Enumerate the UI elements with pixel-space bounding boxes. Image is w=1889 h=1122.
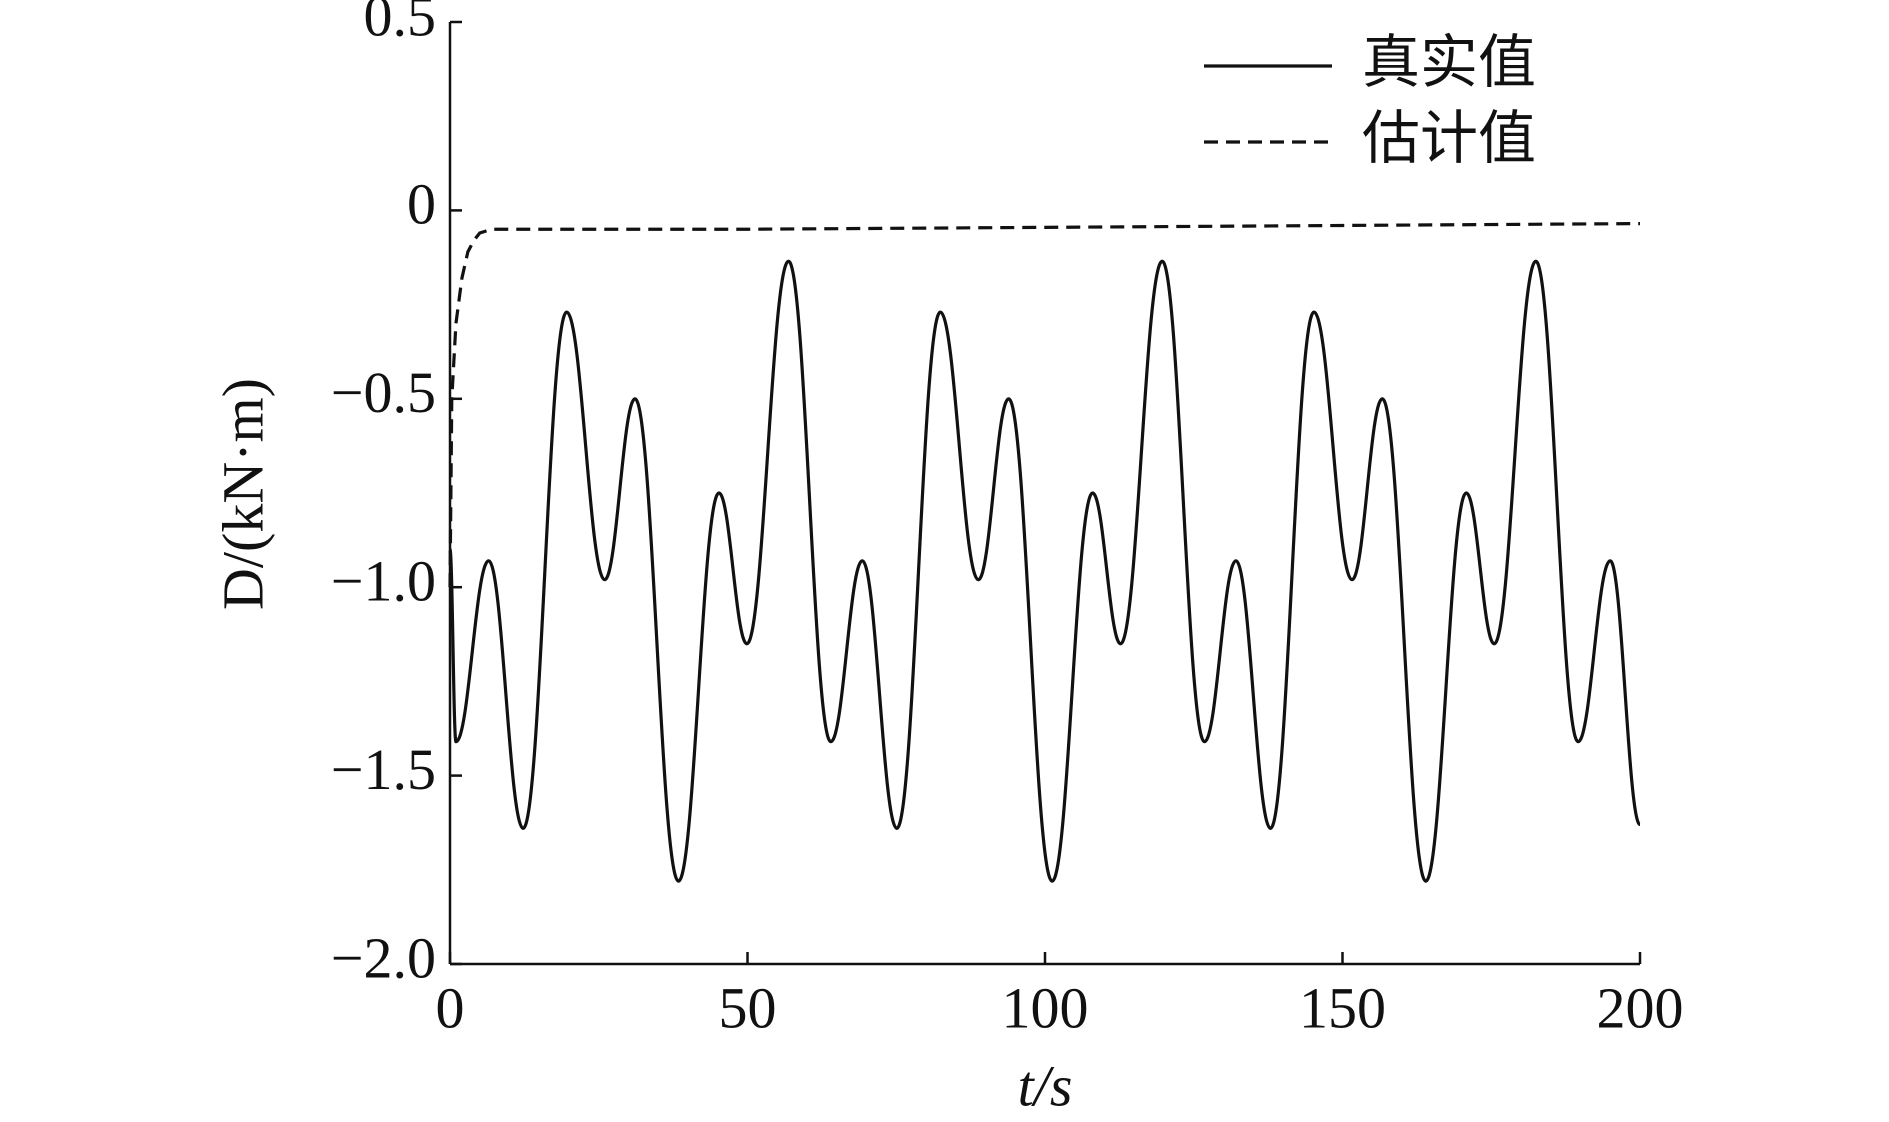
- y-axis-label: D/(kN·m): [210, 378, 275, 610]
- x-tick-label: 50: [719, 975, 777, 1040]
- y-tick-label: −2.0: [331, 925, 436, 990]
- y-tick-label: −1.5: [331, 737, 436, 802]
- legend-label: 真实值: [1362, 28, 1536, 96]
- y-tick-label: 0.5: [364, 0, 437, 48]
- y-tick-label: −1.0: [331, 549, 436, 614]
- x-tick-label: 0: [436, 975, 465, 1040]
- legend-label: 估计值: [1362, 104, 1536, 172]
- y-tick-label: 0: [407, 172, 436, 237]
- x-tick-label: 100: [1002, 975, 1089, 1040]
- x-tick-label: 200: [1597, 975, 1684, 1040]
- data-line: [448, 259, 1642, 883]
- x-axis-label: t/s: [1018, 1053, 1073, 1118]
- x-tick-label: 150: [1299, 975, 1386, 1040]
- y-tick-label: −0.5: [331, 360, 436, 425]
- data-line: [448, 221, 1641, 588]
